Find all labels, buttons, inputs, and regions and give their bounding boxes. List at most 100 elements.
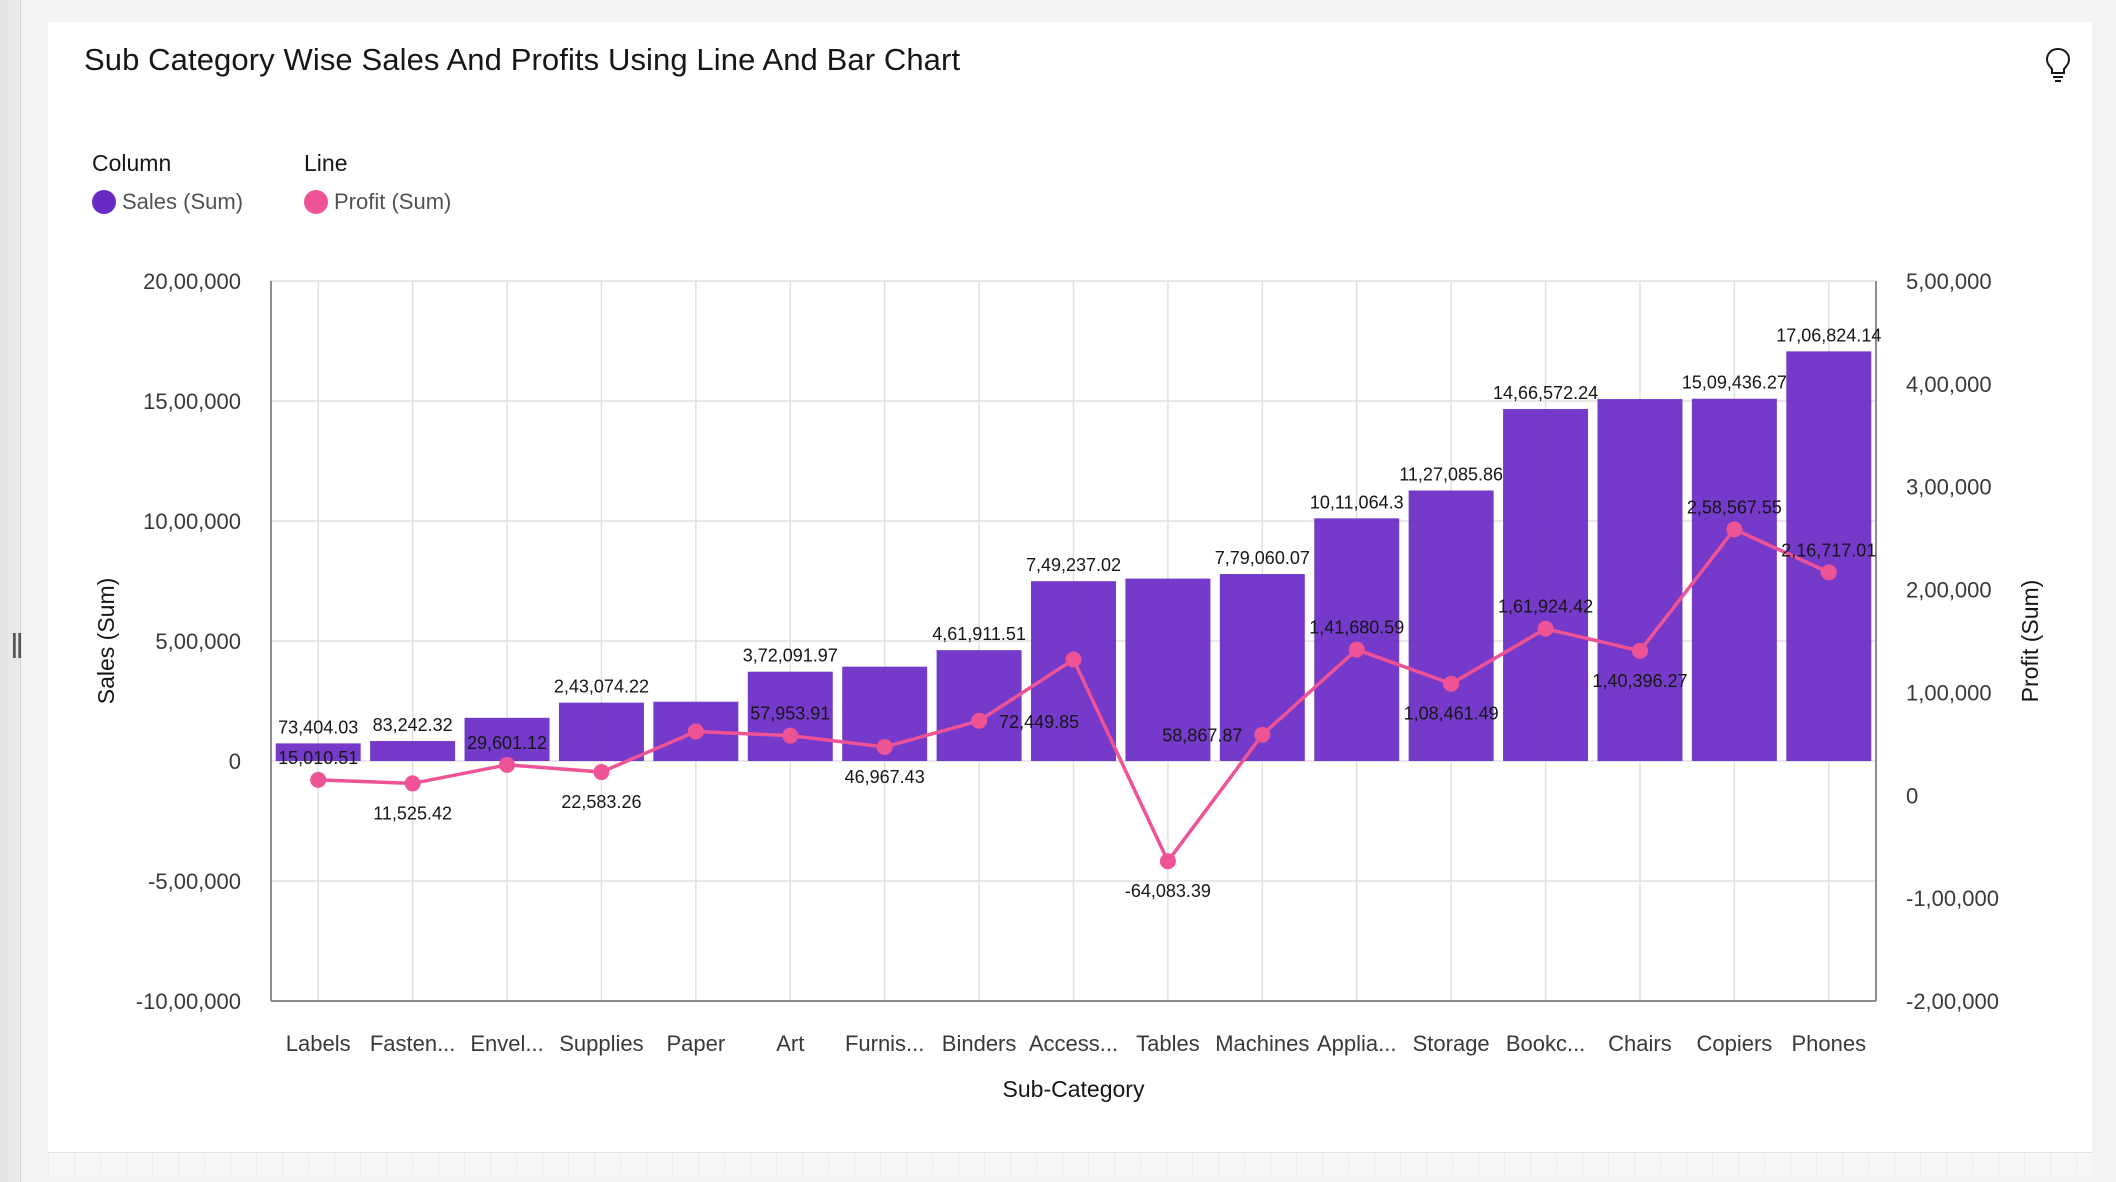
y-right-tick-label: 3,00,000 [1906, 475, 1992, 500]
profit-data-label: 1,41,680.59 [1309, 618, 1404, 638]
profit-point[interactable] [1820, 564, 1837, 581]
sales-data-label: 17,06,824.14 [1776, 325, 1881, 345]
legend-item-sales[interactable]: Sales (Sum) [92, 189, 243, 215]
x-tick-label: Phones [1791, 1031, 1866, 1056]
profit-point[interactable] [593, 764, 610, 781]
y-right-tick-label: 2,00,000 [1906, 578, 1992, 603]
sales-bar[interactable] [1125, 578, 1211, 761]
sales-data-label: 7,49,237.02 [1026, 555, 1121, 575]
x-tick-label: Applia... [1317, 1031, 1397, 1056]
profit-point[interactable] [404, 775, 421, 792]
chart-card: Sub Category Wise Sales And Profits Usin… [48, 22, 2092, 1152]
sales-bar[interactable] [1786, 351, 1872, 761]
profit-data-label: -64,083.39 [1125, 881, 1211, 901]
x-tick-label: Supplies [559, 1031, 643, 1056]
profit-data-label: 29,601.12 [467, 733, 547, 753]
profit-point[interactable] [1254, 726, 1271, 743]
profit-data-label: 57,953.91 [750, 704, 830, 724]
sales-bar[interactable] [275, 743, 361, 761]
y-left-tick-label: -10,00,000 [136, 989, 241, 1014]
x-tick-label: Labels [286, 1031, 351, 1056]
profit-point[interactable] [971, 712, 988, 729]
x-tick-label: Chairs [1608, 1031, 1672, 1056]
x-tick-label: Storage [1413, 1031, 1490, 1056]
x-tick-label: Binders [942, 1031, 1017, 1056]
left-rail: ‖ [0, 0, 24, 1182]
y-right-tick-label: 4,00,000 [1906, 372, 1992, 397]
y-right-tick-label: 1,00,000 [1906, 680, 1992, 705]
sales-data-label: 3,72,091.97 [743, 646, 838, 666]
profit-data-label: 72,449.85 [999, 712, 1079, 732]
profit-point[interactable] [876, 738, 893, 755]
profit-data-label: 22,583.26 [561, 792, 641, 812]
y-right-tick-label: 5,00,000 [1906, 269, 1992, 294]
sales-data-label: 7,79,060.07 [1215, 548, 1310, 568]
sales-bar[interactable] [558, 702, 644, 761]
x-tick-label: Furnis... [845, 1031, 924, 1056]
profit-data-label: 1,08,461.49 [1404, 704, 1499, 724]
profit-data-label: 58,867.87 [1162, 726, 1242, 746]
legend-swatch-sales [92, 190, 116, 214]
sales-data-label: 73,404.03 [278, 717, 358, 737]
profit-data-label: 2,58,567.55 [1687, 497, 1782, 517]
profit-point[interactable] [1159, 853, 1176, 870]
sales-bar[interactable] [936, 650, 1022, 761]
sales-bar[interactable] [1597, 399, 1683, 761]
profit-point[interactable] [1065, 651, 1082, 668]
profit-point[interactable] [499, 756, 516, 773]
sales-bar[interactable] [370, 741, 456, 761]
profit-data-label: 2,16,717.01 [1781, 540, 1876, 560]
y-left-tick-label: 0 [229, 749, 241, 774]
legend-line-group: Line Profit (Sum) [304, 150, 451, 215]
y-left-tick-label: 20,00,000 [143, 269, 241, 294]
sales-bar[interactable] [747, 671, 833, 761]
y-right-tick-label: 0 [1906, 783, 1918, 808]
profit-data-label: 15,010.51 [278, 748, 358, 768]
y-left-tick-label: -5,00,000 [148, 869, 241, 894]
chart-title: Sub Category Wise Sales And Profits Usin… [84, 42, 961, 77]
sales-data-label: 14,66,572.24 [1493, 383, 1598, 403]
sales-bar[interactable] [1031, 581, 1116, 761]
sales-bar[interactable] [1314, 518, 1400, 761]
profit-point[interactable] [1537, 620, 1554, 637]
profit-data-label: 11,525.42 [373, 803, 452, 823]
sales-bar[interactable] [1503, 409, 1589, 761]
profit-point[interactable] [1631, 642, 1648, 659]
x-tick-label: Access... [1029, 1031, 1118, 1056]
drag-grip-icon[interactable]: ‖ [10, 628, 25, 666]
legend-column-group: Column Sales (Sum) [92, 150, 243, 215]
x-tick-label: Bookc... [1506, 1031, 1585, 1056]
profit-point[interactable] [310, 771, 327, 788]
x-tick-label: Tables [1136, 1031, 1200, 1056]
legend-swatch-profit [304, 190, 328, 214]
profit-point[interactable] [687, 723, 704, 740]
x-axis-title: Sub-Category [1003, 1076, 1145, 1102]
legend-label-sales: Sales (Sum) [122, 189, 244, 214]
y-left-tick-label: 10,00,000 [143, 509, 241, 534]
x-tick-label: Paper [666, 1031, 725, 1056]
bottom-scroll-strip[interactable] [48, 1152, 2092, 1175]
y-left-tick-label: 5,00,000 [155, 629, 241, 654]
legend-label-profit: Profit (Sum) [334, 189, 452, 214]
sales-bar[interactable] [464, 717, 550, 761]
legend-item-profit[interactable]: Profit (Sum) [304, 189, 451, 215]
lightbulb-icon[interactable] [2040, 44, 2076, 84]
resize-handle[interactable] [8, 0, 21, 1182]
sales-bar[interactable] [1691, 398, 1777, 761]
x-tick-label: Copiers [1696, 1031, 1772, 1056]
sales-data-label: 4,61,911.51 [932, 624, 1026, 644]
x-tick-label: Machines [1215, 1031, 1309, 1056]
profit-data-label: 1,40,396.27 [1592, 671, 1687, 691]
x-tick-label: Envel... [470, 1031, 543, 1056]
sales-bar[interactable] [1408, 490, 1494, 761]
profit-point[interactable] [782, 727, 799, 744]
x-tick-label: Fasten... [370, 1031, 456, 1056]
profit-point[interactable] [1348, 641, 1365, 658]
y-right-tick-label: -1,00,000 [1906, 886, 1999, 911]
y-axis-right-title: Profit (Sum) [2017, 580, 2043, 703]
profit-point[interactable] [1726, 521, 1743, 538]
combo-chart: 73,404.03 83,242.32 2,43,074.22 3,72,091.97… [93, 269, 2043, 1102]
x-tick-label: Art [776, 1031, 804, 1056]
sales-data-label: 11,27,085.86 [1399, 464, 1503, 484]
profit-point[interactable] [1443, 675, 1460, 692]
